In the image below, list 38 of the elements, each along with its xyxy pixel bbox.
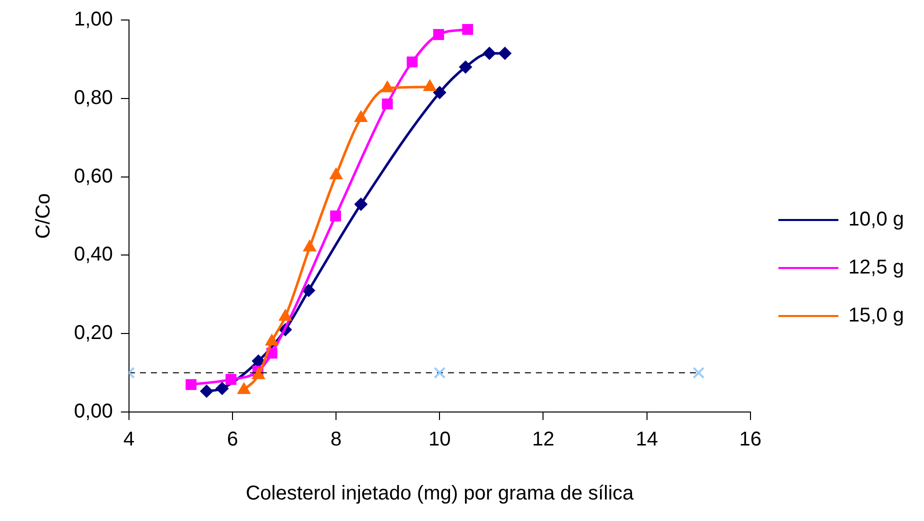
x-tick-label: 8 xyxy=(330,428,342,451)
y-tick-label: 1,00 xyxy=(74,8,113,31)
point xyxy=(498,46,512,60)
point xyxy=(692,366,705,379)
point xyxy=(434,366,446,379)
x-tick-label: 4 xyxy=(123,428,134,451)
point xyxy=(423,80,436,92)
point xyxy=(252,354,265,368)
legend-label: 15,0 g xyxy=(848,304,904,327)
point xyxy=(459,60,472,74)
y-tick-label: 0,80 xyxy=(74,86,113,109)
point xyxy=(330,210,342,222)
point xyxy=(433,86,446,100)
point xyxy=(433,29,444,40)
y-axis-title: C/Co xyxy=(32,193,55,239)
y-tick-label: 0,00 xyxy=(74,400,113,423)
point xyxy=(302,284,316,297)
point xyxy=(382,98,393,110)
x-axis-title: Colesterol injetado (mg) por grama de sílica xyxy=(246,482,635,505)
point xyxy=(216,382,229,395)
point xyxy=(406,56,418,68)
legend-label: 12,5 g xyxy=(848,256,904,279)
point xyxy=(200,384,214,398)
x-tick-label: 12 xyxy=(532,428,554,451)
point xyxy=(482,46,496,60)
x-tick-label: 14 xyxy=(636,428,658,451)
y-tick-label: 0,60 xyxy=(74,165,113,188)
point xyxy=(226,374,236,385)
x-tick-label: 6 xyxy=(226,428,238,451)
legend-label: 10,0 g xyxy=(848,208,904,231)
y-tick-label: 0,20 xyxy=(74,322,113,344)
point xyxy=(186,379,197,390)
point xyxy=(237,382,250,394)
point xyxy=(462,24,474,35)
x-tick-label: 16 xyxy=(739,428,762,451)
point xyxy=(354,198,368,211)
x-tick-label: 10 xyxy=(428,428,451,451)
y-tick-label: 0,40 xyxy=(74,244,113,266)
